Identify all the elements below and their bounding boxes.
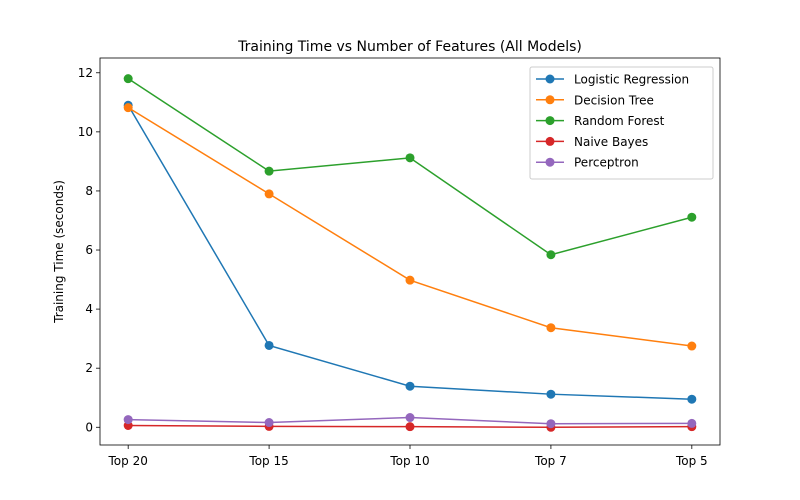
- data-point: [546, 323, 556, 333]
- legend-swatch-marker: [545, 95, 555, 105]
- y-tick-label: 0: [85, 420, 93, 434]
- y-tick-label: 2: [85, 361, 93, 375]
- y-axis-label: Training Time (seconds): [52, 180, 66, 324]
- y-tick-label: 4: [85, 302, 93, 316]
- y-tick-label: 10: [78, 125, 93, 139]
- series-naive-bayes: [123, 421, 697, 432]
- data-point: [687, 418, 697, 428]
- legend-item: Logistic Regression: [536, 73, 689, 87]
- legend-box: [529, 66, 714, 180]
- legend-swatch-marker: [545, 157, 555, 167]
- legend-item: Naive Bayes: [536, 135, 648, 149]
- data-point: [405, 275, 415, 285]
- data-point: [264, 340, 274, 350]
- legend-item: Decision Tree: [536, 93, 654, 107]
- data-point: [405, 413, 415, 423]
- legend-label: Logistic Regression: [574, 73, 689, 87]
- series-decision-tree: [123, 103, 697, 351]
- series-random-forest: [123, 74, 697, 260]
- x-tick-label: Top 7: [534, 454, 567, 468]
- legend-label: Naive Bayes: [574, 135, 648, 149]
- y-tick-label: 8: [85, 184, 93, 198]
- data-point: [405, 153, 415, 163]
- data-point: [546, 419, 556, 429]
- legend-swatch-marker: [545, 136, 555, 146]
- data-point: [123, 415, 133, 425]
- data-point: [264, 418, 274, 428]
- legend-label: Decision Tree: [574, 93, 654, 107]
- data-point: [405, 422, 415, 432]
- x-tick-label: Top 15: [248, 454, 288, 468]
- data-point: [687, 212, 697, 222]
- chart-title: Training Time vs Number of Features (All…: [237, 39, 582, 55]
- legend-swatch-marker: [545, 116, 555, 126]
- x-tick-label: Top 5: [675, 454, 708, 468]
- data-point: [687, 341, 697, 351]
- legend-item: Random Forest: [536, 114, 665, 128]
- data-point: [123, 103, 133, 113]
- data-point: [546, 389, 556, 399]
- data-point: [405, 381, 415, 391]
- legend: Logistic Regression Decision Tree Random F…: [529, 66, 714, 180]
- legend-item: Perceptron: [536, 156, 639, 170]
- x-tick-label: Top 10: [389, 454, 429, 468]
- legend-label: Perceptron: [574, 156, 639, 170]
- series-perceptron: [123, 413, 697, 429]
- data-point: [546, 250, 556, 260]
- data-point: [123, 74, 133, 84]
- x-tick-label: Top 20: [108, 454, 148, 468]
- data-point: [264, 189, 274, 199]
- data-point: [687, 394, 697, 404]
- plot-area: 0 2 4 6 8 10 12 Top 20 Top 15 Top 10 Top 7 Top 5: [78, 57, 721, 468]
- y-tick-label: 6: [85, 243, 93, 257]
- legend-label: Random Forest: [574, 114, 665, 128]
- data-point: [264, 166, 274, 176]
- legend-swatch-marker: [545, 74, 555, 84]
- y-tick-label: 12: [78, 66, 93, 80]
